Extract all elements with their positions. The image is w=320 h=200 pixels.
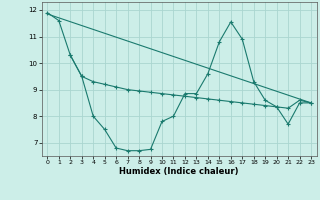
X-axis label: Humidex (Indice chaleur): Humidex (Indice chaleur) xyxy=(119,167,239,176)
